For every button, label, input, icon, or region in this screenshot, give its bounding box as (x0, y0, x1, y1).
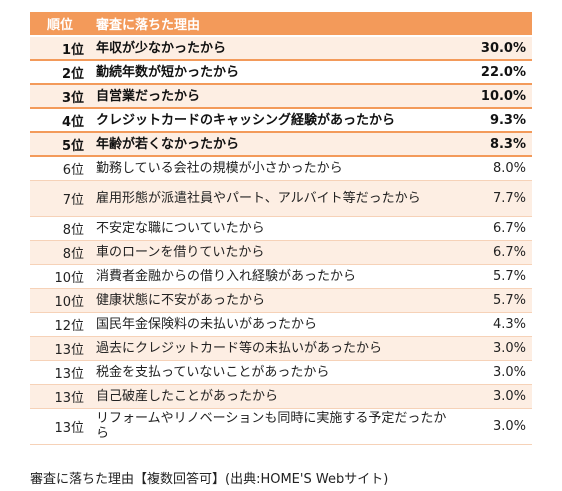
header-reason: 審査に落ちた理由 (90, 12, 533, 37)
rank-cell: 13位 (30, 384, 90, 409)
rank-cell: 12位 (30, 312, 90, 337)
reason-cell: 消費者金融からの借り入れ経験があったから (90, 264, 460, 289)
reason-text: 車のローンを借りていたから (96, 244, 265, 260)
table-caption: 審査に落ちた理由【複数回答可】(出典:HOME'S Webサイト) (30, 472, 389, 487)
ranking-table-wrapper: 順位 審査に落ちた理由 1位 年収が少なかったから 30.0% 2位 勤続年数が短かった… (30, 12, 533, 445)
rank-cell: 4位 (30, 108, 90, 133)
percentage-cell: 9.3% (460, 108, 533, 133)
reason-text: 雇用形態が派遣社員やパート、アルバイト等だったから (96, 190, 421, 206)
reason-cell: リフォームやリノベーションも同時に実施する予定だったから (90, 408, 460, 445)
percentage-cell: 10.0% (460, 84, 533, 109)
rank-cell: 8位 (30, 240, 90, 265)
table-row: 4位 クレジットカードのキャッシング経験があったから 9.3% (30, 108, 533, 133)
reason-text: 健康状態に不安があったから (96, 292, 266, 308)
rank-cell: 10位 (30, 288, 90, 313)
reason-cell: 勤務している会社の規模が小さかったから (90, 156, 460, 181)
table-row: 2位 勤続年数が短かったから 22.0% (30, 60, 533, 85)
reason-text: 不安定な職についていたから (96, 220, 265, 236)
reason-cell: 税金を支払っていないことがあったから (90, 360, 460, 385)
percentage-cell: 3.0% (460, 360, 533, 385)
reason-text: 自営業だったから (96, 88, 201, 104)
reason-text: 勤続年数が短かったから (96, 64, 240, 80)
table-row: 12位 国民年金保険料の未払いがあったから 4.3% (30, 312, 533, 337)
percentage-cell: 5.7% (460, 288, 533, 313)
ranking-table: 順位 審査に落ちた理由 1位 年収が少なかったから 30.0% 2位 勤続年数が短かった… (30, 12, 533, 445)
table-row: 5位 年齢が若くなかったから 8.3% (30, 132, 533, 157)
reason-cell: 雇用形態が派遣社員やパート、アルバイト等だったから (90, 180, 460, 217)
table-row: 1位 年収が少なかったから 30.0% (30, 36, 533, 61)
percentage-cell: 8.3% (460, 132, 533, 157)
rank-cell: 10位 (30, 264, 90, 289)
reason-text: クレジットカードのキャッシング経験があったから (96, 112, 396, 128)
reason-text: 国民年金保険料の未払いがあったから (96, 316, 318, 332)
reason-text: 年収が少なかったから (96, 40, 227, 56)
percentage-cell: 4.3% (460, 312, 533, 337)
reason-text: リフォームやリノベーションも同時に実施する予定だったから (96, 411, 447, 441)
reason-cell: 年齢が若くなかったから (90, 132, 460, 157)
percentage-cell: 7.7% (460, 180, 533, 217)
percentage-cell: 8.0% (460, 156, 533, 181)
reason-cell: 車のローンを借りていたから (90, 240, 460, 265)
table-row: 13位 リフォームやリノベーションも同時に実施する予定だったから 3.0% (30, 408, 533, 445)
rank-cell: 6位 (30, 156, 90, 181)
rank-cell: 2位 (30, 60, 90, 85)
percentage-cell: 5.7% (460, 264, 533, 289)
reason-text: 自己破産したことがあったから (96, 388, 279, 404)
table-row: 13位 税金を支払っていないことがあったから 3.0% (30, 360, 533, 385)
rank-cell: 5位 (30, 132, 90, 157)
reason-text: 消費者金融からの借り入れ経験があったから (96, 268, 357, 284)
table-row: 3位 自営業だったから 10.0% (30, 84, 533, 109)
reason-text: 税金を支払っていないことがあったから (96, 364, 330, 380)
reason-cell: 不安定な職についていたから (90, 216, 460, 241)
percentage-cell: 3.0% (460, 336, 533, 361)
reason-text: 勤務している会社の規模が小さかったから (96, 160, 343, 176)
percentage-cell: 22.0% (460, 60, 533, 85)
table-row: 13位 過去にクレジットカード等の未払いがあったから 3.0% (30, 336, 533, 361)
table-row: 8位 不安定な職についていたから 6.7% (30, 216, 533, 241)
rank-cell: 1位 (30, 36, 90, 61)
reason-cell: 自己破産したことがあったから (90, 384, 460, 409)
header-rank: 順位 (30, 12, 90, 37)
percentage-cell: 30.0% (460, 36, 533, 61)
reason-cell: 健康状態に不安があったから (90, 288, 460, 313)
table-row: 10位 消費者金融からの借り入れ経験があったから 5.7% (30, 264, 533, 289)
percentage-cell: 6.7% (460, 240, 533, 265)
reason-cell: 自営業だったから (90, 84, 460, 109)
reason-cell: 国民年金保険料の未払いがあったから (90, 312, 460, 337)
percentage-cell: 3.0% (460, 408, 533, 445)
table-header-row: 順位 審査に落ちた理由 (30, 12, 533, 37)
percentage-cell: 6.7% (460, 216, 533, 241)
reason-text: 過去にクレジットカード等の未払いがあったから (96, 340, 383, 356)
rank-cell: 3位 (30, 84, 90, 109)
rank-cell: 13位 (30, 360, 90, 385)
table-row: 13位 自己破産したことがあったから 3.0% (30, 384, 533, 409)
table-row: 6位 勤務している会社の規模が小さかったから 8.0% (30, 156, 533, 181)
table-body: 1位 年収が少なかったから 30.0% 2位 勤続年数が短かったから 22.0% 3位 自営業… (30, 36, 533, 445)
reason-cell: 勤続年数が短かったから (90, 60, 460, 85)
table-row: 10位 健康状態に不安があったから 5.7% (30, 288, 533, 313)
rank-cell: 8位 (30, 216, 90, 241)
rank-cell: 13位 (30, 408, 90, 445)
reason-cell: 過去にクレジットカード等の未払いがあったから (90, 336, 460, 361)
reason-cell: 年収が少なかったから (90, 36, 460, 61)
rank-cell: 7位 (30, 180, 90, 217)
table-row: 7位 雇用形態が派遣社員やパート、アルバイト等だったから 7.7% (30, 180, 533, 217)
reason-text: 年齢が若くなかったから (96, 136, 240, 152)
reason-cell: クレジットカードのキャッシング経験があったから (90, 108, 460, 133)
rank-cell: 13位 (30, 336, 90, 361)
table-row: 8位 車のローンを借りていたから 6.7% (30, 240, 533, 265)
percentage-cell: 3.0% (460, 384, 533, 409)
